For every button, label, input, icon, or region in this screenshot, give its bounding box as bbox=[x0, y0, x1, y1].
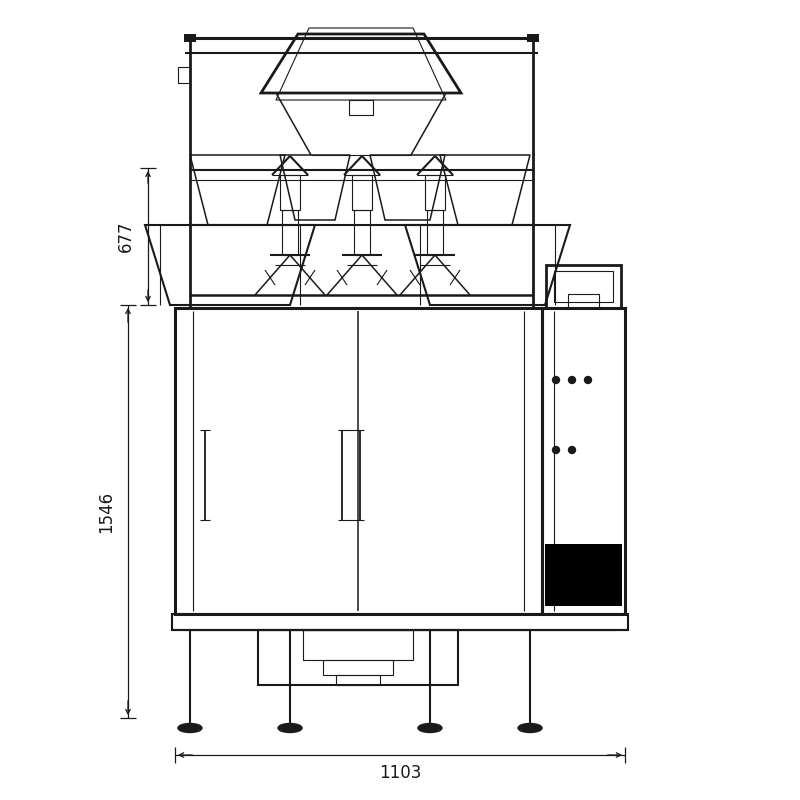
Ellipse shape bbox=[278, 723, 302, 733]
Bar bbox=[546, 265, 621, 308]
Bar bbox=[323, 660, 393, 675]
Bar bbox=[527, 34, 539, 42]
Bar bbox=[425, 175, 445, 210]
Bar bbox=[352, 175, 372, 210]
Bar bbox=[354, 210, 370, 255]
Text: 677: 677 bbox=[117, 221, 135, 252]
Bar bbox=[349, 100, 373, 115]
Bar bbox=[280, 175, 300, 210]
Bar bbox=[542, 308, 625, 614]
Ellipse shape bbox=[518, 723, 542, 733]
Bar bbox=[175, 308, 542, 614]
Bar bbox=[554, 271, 613, 302]
Bar bbox=[545, 544, 622, 606]
Bar bbox=[258, 630, 458, 685]
Bar bbox=[172, 614, 628, 630]
Circle shape bbox=[553, 377, 559, 383]
Bar bbox=[568, 294, 599, 308]
Text: 1546: 1546 bbox=[97, 490, 115, 533]
Bar bbox=[282, 210, 298, 255]
Circle shape bbox=[553, 446, 559, 454]
Bar bbox=[303, 630, 413, 660]
Circle shape bbox=[585, 377, 591, 383]
Bar bbox=[178, 67, 190, 83]
Circle shape bbox=[569, 446, 575, 454]
Text: 1103: 1103 bbox=[379, 764, 421, 782]
Bar bbox=[336, 675, 380, 685]
Ellipse shape bbox=[418, 723, 442, 733]
Circle shape bbox=[569, 377, 575, 383]
Bar bbox=[184, 34, 196, 42]
Ellipse shape bbox=[178, 723, 202, 733]
Bar bbox=[427, 210, 443, 255]
